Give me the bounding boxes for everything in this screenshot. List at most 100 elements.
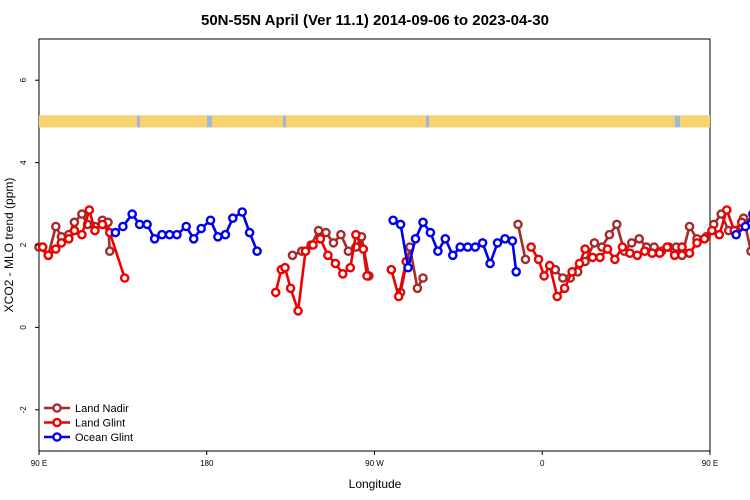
data-point <box>51 244 61 254</box>
data-point <box>507 236 518 246</box>
data-point <box>149 233 160 244</box>
data-point <box>321 227 331 238</box>
land-strip-block-3 <box>286 115 426 128</box>
data-point <box>280 262 290 273</box>
data-point <box>388 215 398 226</box>
data-point <box>632 250 643 261</box>
data-point <box>244 227 255 238</box>
data-point <box>612 219 622 230</box>
data-point <box>654 248 665 258</box>
data-point <box>395 219 406 230</box>
x-tick-label: 180 <box>200 459 214 468</box>
y-tick-label: 0 <box>19 325 28 330</box>
data-point <box>669 250 680 261</box>
data-point <box>300 246 311 256</box>
data-point <box>64 233 74 244</box>
data-point <box>97 219 108 230</box>
data-point <box>625 248 635 258</box>
data-point <box>337 268 348 279</box>
data-point <box>270 287 281 298</box>
data-point <box>252 246 262 256</box>
data-point <box>425 227 436 238</box>
data-point <box>328 238 339 248</box>
data-point <box>433 246 443 256</box>
data-point <box>157 229 167 240</box>
data-point <box>313 225 324 236</box>
data-point <box>492 238 503 248</box>
data-point <box>589 238 600 248</box>
data-point <box>69 217 80 228</box>
data-point <box>462 242 473 252</box>
legend-marker <box>52 417 62 428</box>
data-point <box>105 246 115 256</box>
series-line <box>516 224 527 260</box>
data-point <box>634 233 645 244</box>
data-point <box>196 223 206 234</box>
data-point <box>746 246 750 256</box>
data-point <box>500 233 510 244</box>
x-tick-label: 90 E <box>31 459 47 468</box>
data-point <box>513 219 523 230</box>
legend-marker <box>52 432 62 442</box>
data-point <box>205 215 216 226</box>
data-point <box>393 291 404 302</box>
data-point <box>358 244 369 254</box>
data-point <box>740 221 750 232</box>
data-point <box>447 250 458 261</box>
data-point <box>440 233 451 244</box>
data-point <box>323 250 333 261</box>
data-point <box>677 242 687 252</box>
data-point <box>181 221 191 232</box>
data-point <box>227 213 238 223</box>
series-ocean-glint <box>110 207 750 277</box>
data-point <box>410 233 421 244</box>
data-point <box>511 266 522 277</box>
data-point <box>647 248 658 258</box>
data-point <box>118 221 128 232</box>
data-point <box>552 291 563 302</box>
land-strip-block-1 <box>140 115 207 128</box>
data-point <box>526 242 536 252</box>
data-point <box>110 227 121 238</box>
data-point <box>418 273 428 283</box>
legend-label: Land Glint <box>75 418 125 430</box>
data-point <box>574 258 585 269</box>
data-point <box>285 283 296 294</box>
y-axis: -2 0 2 4 6 <box>19 77 39 413</box>
land-ocean-strip <box>39 115 710 128</box>
data-point <box>172 229 182 240</box>
data-point <box>134 219 145 230</box>
data-point <box>602 244 613 254</box>
x-tick-label: 90 W <box>365 459 384 468</box>
data-point <box>539 271 549 281</box>
data-point <box>51 221 61 232</box>
x-axis: 90 E 180 90 W 0 90 E <box>31 451 718 468</box>
data-point <box>56 238 67 248</box>
series-line <box>41 208 126 279</box>
legend-label: Land Nadir <box>75 403 129 415</box>
data-point <box>351 229 361 240</box>
data-point <box>287 250 298 261</box>
data-point <box>69 225 80 236</box>
data-point <box>640 246 650 256</box>
x-axis-label: Longitude <box>349 477 402 491</box>
chart-title: 50N-55N April (Ver 11.1) 2014-09-06 to 2… <box>201 12 549 29</box>
data-point <box>336 229 346 240</box>
data-point <box>213 231 223 242</box>
land-strip-block-4 <box>429 115 675 128</box>
data-point <box>587 252 598 263</box>
data-point <box>559 283 570 294</box>
data-point <box>43 250 54 261</box>
data-point <box>714 229 725 240</box>
data-point <box>731 229 741 240</box>
data-point <box>558 273 568 283</box>
data-point <box>77 229 87 240</box>
data-point <box>544 260 555 271</box>
data-point <box>403 262 413 273</box>
data-point <box>580 244 590 254</box>
data-point <box>567 266 577 277</box>
data-point <box>699 233 710 244</box>
land-strip-block-2 <box>212 115 283 128</box>
data-point <box>662 242 672 252</box>
